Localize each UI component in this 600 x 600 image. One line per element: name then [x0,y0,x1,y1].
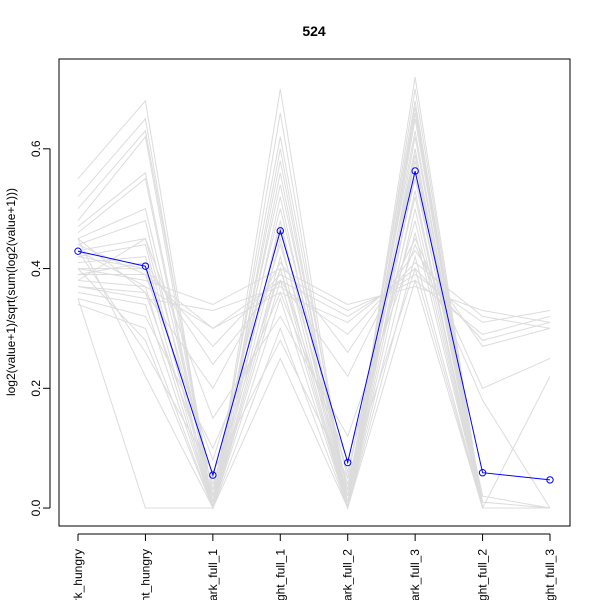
y-axis-label: log2(value+1)/sqrt(sum(log2(value+1))) [4,188,18,396]
x-tick-label-4: dark_full_2 [341,549,355,600]
background-series-line-12 [78,178,551,509]
y-tick-label-0: 0.0 [29,499,43,516]
plot-frame [58,58,571,527]
x-tick-label-1: light_hungry [138,549,152,600]
background-series-line-20 [77,250,551,510]
y-axis: 0.0 0.2 0.4 0.6 [29,140,51,516]
background-series-line-29 [77,237,551,389]
background-series-line-18 [77,237,551,509]
x-tick-label-5: dark_full_3 [408,549,422,600]
background-series-line-28 [77,238,551,390]
x-tick-label-6: light_full_2 [476,549,490,600]
background-series-line-23 [77,268,551,323]
y-tick-label-3: 0.6 [29,140,43,157]
background-series-line-2 [77,100,550,509]
chart-title: 524 [302,23,326,39]
x-axis: dark_hungry light_hungry dark_full_1 light_… [71,533,557,600]
background-series-group [77,76,551,510]
highlight-point-2 [209,471,217,479]
highlight-point-3 [276,227,284,235]
y-tick-label-2: 0.4 [29,260,43,277]
highlight-point-0 [74,247,82,255]
highlight-series-group [74,167,554,484]
background-series-line-26 [77,256,551,348]
y-tick-label-1: 0.2 [29,380,43,397]
highlight-point-7 [546,476,554,484]
x-tick-label-3: light_full_1 [273,549,287,600]
background-series-line-21 [77,238,550,510]
highlight-point-1 [141,262,150,270]
x-tick-label-2: dark_full_1 [206,549,220,600]
highlight-point-6 [478,469,487,477]
highlight-series-line [77,170,551,481]
highlight-point-4 [344,458,352,467]
highlight-point-5 [411,167,419,175]
background-series-line-19 [77,254,550,510]
background-series-line-22 [77,148,550,509]
x-tick-label-0: dark_hungry [71,549,85,600]
background-series-line-17 [77,232,550,510]
background-series-line-24 [77,250,551,330]
x-tick-label-7: light_full_3 [543,549,557,600]
